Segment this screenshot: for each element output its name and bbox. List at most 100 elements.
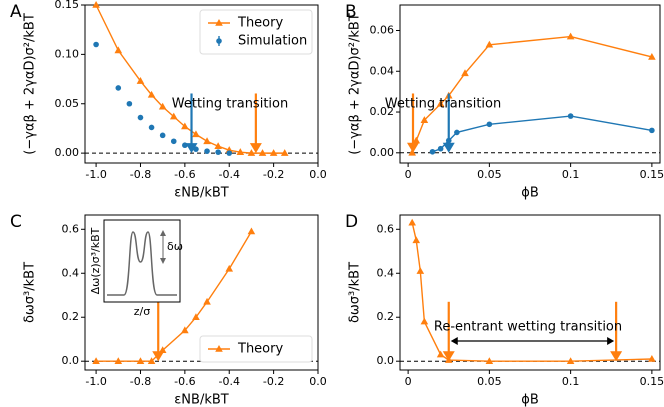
y-tick-label: 0.00 (370, 146, 395, 159)
x-axis-label: εNB/kBT (174, 393, 228, 407)
marker (247, 149, 256, 156)
marker (412, 136, 421, 144)
y-tick-label: 0.6 (377, 222, 395, 235)
plot-frame (84, 214, 319, 371)
legend-box (199, 9, 313, 55)
inset-curve (107, 231, 177, 296)
x-tick-label: -0.2 (263, 168, 284, 181)
annotation: Wetting transition (172, 97, 288, 112)
marker (258, 149, 267, 156)
marker (412, 236, 421, 244)
y-tick-label: 0.15 (55, 0, 80, 11)
legend-box (199, 335, 313, 363)
marker (203, 137, 211, 145)
x-tick-label: -0.8 (130, 375, 151, 388)
arrow-head (185, 143, 198, 154)
x-axis-label: ϕB (521, 393, 539, 407)
marker (159, 132, 166, 139)
marker (566, 32, 575, 40)
x-tick-label: -0.2 (263, 375, 284, 388)
marker (215, 345, 223, 352)
plot-frame (399, 4, 661, 164)
marker (215, 19, 223, 26)
marker (114, 46, 123, 54)
legend-label: Simulation (238, 34, 307, 49)
series-line (96, 231, 253, 362)
marker (92, 1, 100, 8)
x-tick-label: 0.1 (562, 375, 580, 388)
marker (454, 129, 460, 136)
x-tick-label: 0.05 (477, 168, 502, 181)
marker (215, 149, 221, 155)
marker (147, 90, 156, 98)
marker (416, 267, 425, 274)
series-line (432, 115, 652, 153)
y-tick-label: 0.06 (370, 23, 395, 36)
arrow-head (610, 351, 623, 362)
marker (269, 149, 278, 156)
arrow-head (442, 142, 455, 153)
marker (148, 124, 155, 131)
marker (204, 148, 210, 154)
marker (437, 145, 444, 152)
marker (158, 102, 167, 110)
x-tick-label: -0.4 (219, 168, 240, 181)
x-tick-label: 0.15 (640, 168, 664, 181)
marker (280, 149, 289, 156)
marker (136, 357, 145, 365)
legend-label: Theory (237, 342, 283, 357)
y-tick-label: 0.2 (62, 310, 80, 323)
marker (92, 357, 100, 365)
marker (649, 127, 655, 134)
marker (648, 52, 656, 60)
x-tick-label: -0.4 (219, 375, 240, 388)
marker (192, 130, 200, 138)
marker (93, 41, 99, 48)
marker (247, 227, 256, 235)
x-tick-label: -1.0 (85, 375, 106, 388)
marker (436, 350, 445, 358)
marker (126, 100, 133, 107)
marker (567, 113, 574, 119)
marker (408, 218, 416, 226)
inset-annotation: δω (167, 240, 183, 253)
marker (115, 85, 122, 91)
marker (485, 357, 494, 365)
y-tick-label: 0.4 (377, 266, 395, 279)
arrow-head (249, 143, 262, 154)
x-tick-label: 0.0 (309, 375, 327, 388)
y-tick-label: 0.0 (377, 354, 395, 367)
marker (136, 77, 145, 84)
x-tick-label: 0.1 (562, 168, 580, 181)
marker (486, 121, 493, 128)
marker (236, 148, 245, 155)
marker (192, 313, 200, 321)
marker (429, 148, 436, 155)
x-tick-label: 0 (405, 375, 412, 388)
marker (436, 99, 445, 107)
annotation: Wetting transition (385, 97, 501, 112)
marker (137, 114, 144, 121)
arrow-head (442, 351, 455, 362)
y-axis-label: δωσ³/kBT (348, 262, 363, 323)
y-axis-label: (−γαβ + 2γαD)σ²/kBT (23, 13, 38, 155)
x-tick-label: -0.8 (130, 168, 151, 181)
x-tick-label: -1.0 (85, 168, 106, 181)
marker (214, 142, 222, 150)
series-line (95, 4, 285, 154)
marker (170, 138, 177, 145)
annotation: Re-entrant wetting transition (434, 320, 622, 335)
marker (181, 326, 189, 334)
x-axis-label: εNB/kBT (174, 186, 228, 201)
x-tick-label: -0.6 (174, 375, 195, 388)
marker (461, 69, 469, 77)
x-tick-label: 0.05 (477, 375, 502, 388)
marker (216, 38, 222, 44)
marker (485, 40, 494, 48)
y-tick-label: 0.00 (55, 146, 80, 159)
marker (420, 317, 429, 325)
plot-frame (399, 214, 661, 371)
y-tick-label: 0.6 (62, 222, 80, 235)
y-axis-label: δωσ³/kBT (23, 262, 38, 323)
